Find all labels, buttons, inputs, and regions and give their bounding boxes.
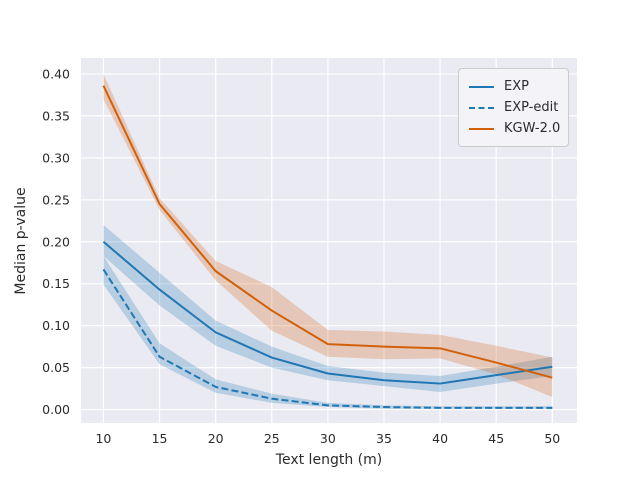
x-tick-label: 15: [152, 431, 168, 446]
y-tick-label: 0.00: [42, 402, 70, 417]
x-tick-label: 45: [488, 431, 504, 446]
legend-line-sample-exp-edit: [469, 106, 494, 109]
y-tick-label: 0.40: [42, 66, 70, 81]
legend: EXP EXP-edit KGW-2.0: [458, 68, 569, 147]
series-line-KGW-2.0: [102, 85, 553, 379]
y-tick-label: 0.30: [42, 150, 70, 165]
series-line-EXP: [102, 240, 553, 385]
legend-entry-exp: EXP: [469, 76, 560, 97]
legend-label-kgw-2-0: KGW-2.0: [504, 121, 561, 136]
x-tick-label: 20: [208, 431, 224, 446]
x-axis-label: Text length (m): [275, 452, 383, 468]
y-tick-label: 0.15: [42, 276, 70, 291]
legend-entry-kgw-2-0: KGW-2.0: [469, 118, 560, 139]
legend-entry-exp-edit: EXP-edit: [469, 97, 560, 118]
x-tick-label: 25: [264, 431, 280, 446]
series-line-EXP-edit: [102, 268, 553, 409]
y-tick-label: 0.35: [42, 108, 70, 123]
x-tick-label: 10: [95, 431, 111, 446]
y-tick-label: 0.10: [42, 318, 70, 333]
x-tick-label: 30: [320, 431, 336, 446]
y-tick-label: 0.20: [42, 234, 70, 249]
x-tick-label: 40: [432, 431, 448, 446]
confidence-band-EXP: [103, 224, 553, 392]
y-axis-label: Median p-value: [13, 187, 29, 295]
legend-label-exp: EXP: [504, 79, 529, 94]
y-tick-label: 0.25: [42, 192, 70, 207]
y-tick-label: 0.05: [42, 360, 70, 375]
legend-line-sample-exp: [469, 85, 494, 88]
x-tick-label: 35: [376, 431, 392, 446]
x-tick-label: 50: [544, 431, 560, 446]
legend-label-exp-edit: EXP-edit: [504, 100, 559, 115]
legend-line-sample-kgw-2-0: [469, 127, 494, 130]
